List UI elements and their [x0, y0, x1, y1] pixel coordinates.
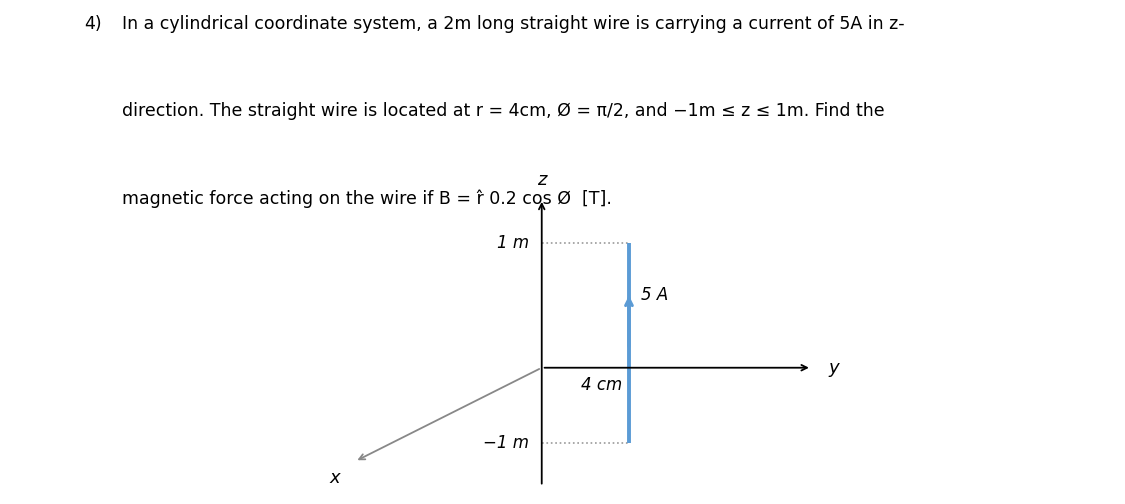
Text: x: x [330, 469, 340, 487]
Text: 5 A: 5 A [641, 286, 668, 304]
Text: 4 cm: 4 cm [582, 376, 623, 395]
Text: y: y [828, 359, 839, 376]
Text: z: z [537, 171, 547, 189]
Text: In a cylindrical coordinate system, a 2m long straight wire is carrying a curren: In a cylindrical coordinate system, a 2m… [122, 15, 905, 33]
Text: 4): 4) [84, 15, 102, 33]
Text: 1 m: 1 m [497, 234, 529, 251]
Text: −1 m: −1 m [484, 434, 529, 452]
Text: direction. The straight wire is located at r = 4cm, Ø = π/2, and −1m ≤ z ≤ 1m. F: direction. The straight wire is located … [122, 102, 884, 120]
Text: magnetic force acting on the wire if B = r̂ 0.2 cos Ø  [T].: magnetic force acting on the wire if B =… [122, 190, 611, 208]
